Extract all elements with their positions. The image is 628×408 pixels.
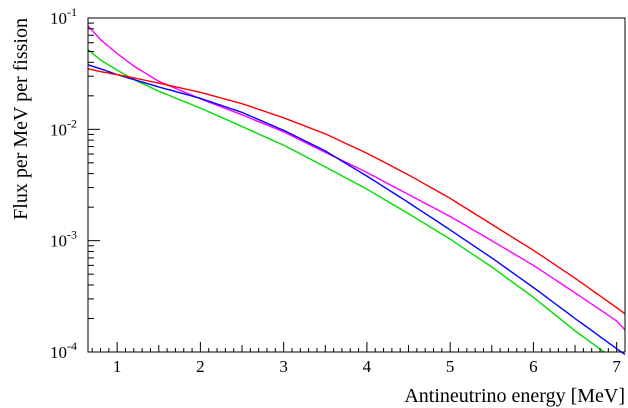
- x-tick-label: 1: [113, 357, 122, 376]
- series-line-2: [87, 49, 605, 353]
- series-line-3: [87, 64, 626, 356]
- series-line-4: [87, 68, 626, 315]
- x-tick-label: 7: [612, 357, 621, 376]
- x-axis-title: Antineutrino energy [MeV]: [404, 385, 625, 407]
- y-tick-label: 10-3: [50, 228, 77, 251]
- y-axis-title: Flux per MeV per fission: [10, 18, 32, 220]
- plot-frame: [87, 17, 626, 353]
- x-tick-label: 4: [363, 357, 372, 376]
- axis-ticks: [88, 17, 626, 353]
- y-tick-labels: 10-4 10-3 10-2 10-1: [50, 5, 77, 362]
- x-tick-label: 6: [529, 357, 538, 376]
- x-tick-labels: 1 2 3 4 5 6 7: [113, 357, 622, 376]
- series-line-1: [87, 25, 626, 331]
- x-tick-label: 5: [446, 357, 455, 376]
- x-tick-label: 2: [196, 357, 205, 376]
- y-tick-label: 10-2: [50, 116, 77, 139]
- series-curves: [87, 25, 626, 356]
- x-tick-label: 3: [279, 357, 288, 376]
- y-tick-label: 10-1: [50, 5, 77, 28]
- y-tick-label: 10-4: [50, 339, 77, 362]
